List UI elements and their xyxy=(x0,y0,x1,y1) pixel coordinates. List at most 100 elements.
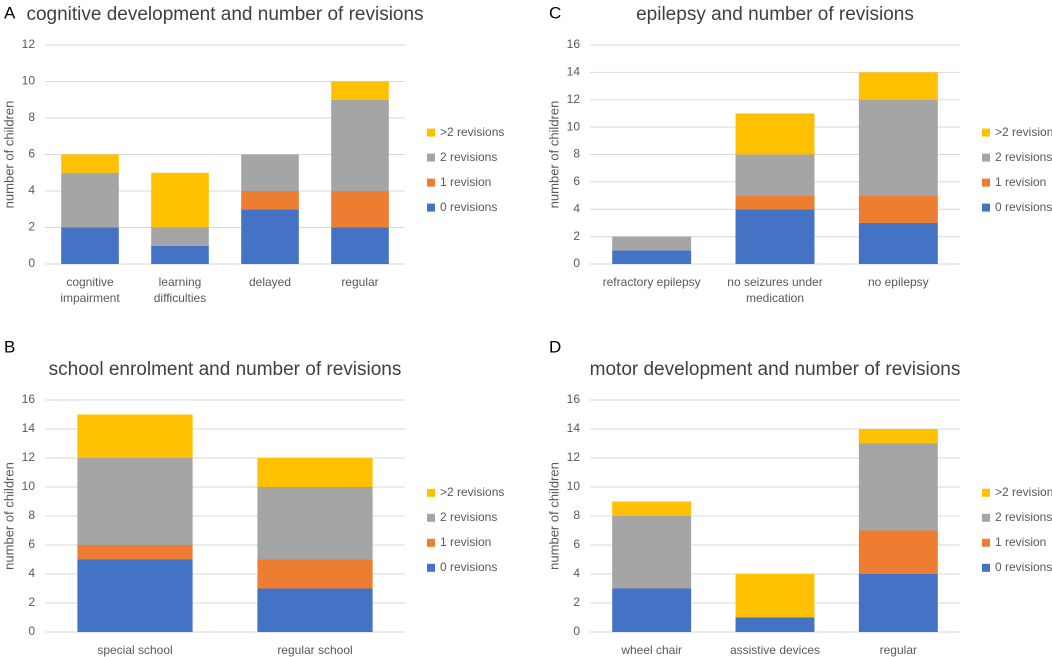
bar-segment xyxy=(858,530,938,574)
y-tick-label: 14 xyxy=(567,65,581,79)
y-tick-label: 14 xyxy=(22,421,36,435)
bar-segment xyxy=(735,574,815,618)
legend-label: >2 revisions xyxy=(995,125,1052,139)
bar-segment xyxy=(331,81,389,100)
x-tick-label: refractory epilepsy xyxy=(602,275,701,289)
bar-segment xyxy=(331,99,389,191)
y-tick-label: 4 xyxy=(28,183,35,197)
chart-title: school enrolment and number of revisions xyxy=(49,359,402,380)
bar-segment xyxy=(858,72,938,100)
bar-segment xyxy=(612,250,692,264)
y-tick-label: 10 xyxy=(22,479,36,493)
y-tick-label: 0 xyxy=(28,256,35,270)
y-tick-label: 8 xyxy=(28,110,35,124)
legend-swatch xyxy=(427,488,435,497)
x-tick-label: regular xyxy=(879,643,917,657)
y-axis-label: number of children xyxy=(1,101,16,209)
legend-label: 0 revisions xyxy=(440,560,497,574)
x-tick-label: assistive devices xyxy=(729,643,821,657)
y-tick-label: 2 xyxy=(573,595,580,609)
legend-label: 0 revisions xyxy=(995,560,1052,574)
x-tick-label: no seizures under medication xyxy=(727,275,823,305)
y-tick-label: 8 xyxy=(573,508,580,522)
y-tick-label: 16 xyxy=(22,392,36,406)
y-tick-label: 8 xyxy=(573,147,580,161)
y-tick-label: 12 xyxy=(567,450,581,464)
legend-swatch xyxy=(427,538,435,547)
y-tick-label: 12 xyxy=(567,92,581,106)
legend-swatch xyxy=(982,538,990,547)
y-tick-label: 2 xyxy=(573,229,580,243)
y-axis-label: number of children xyxy=(546,101,561,209)
legend-swatch xyxy=(982,513,990,522)
legend-swatch xyxy=(427,128,435,137)
legend-label: >2 revisions xyxy=(440,485,504,499)
bar-segment xyxy=(241,154,299,191)
y-tick-label: 10 xyxy=(567,119,581,133)
bar-segment xyxy=(735,195,815,210)
x-tick-label: regular school xyxy=(277,643,353,657)
legend-swatch xyxy=(982,488,990,497)
legend-label: >2 revisions xyxy=(440,125,504,139)
chart-title: cognitive development and number of revi… xyxy=(26,4,423,25)
y-tick-label: 4 xyxy=(573,201,580,215)
bar-segment xyxy=(151,245,209,264)
y-tick-label: 16 xyxy=(567,392,581,406)
y-axis-label: number of children xyxy=(1,462,16,570)
bar-segment xyxy=(858,429,938,444)
legend-label: 0 revisions xyxy=(440,200,497,214)
legend-label: 1 revision xyxy=(995,535,1046,549)
legend-label: 1 revision xyxy=(995,175,1046,189)
y-tick-label: 4 xyxy=(573,566,580,580)
bar-segment xyxy=(257,588,373,632)
x-tick-label: delayed xyxy=(248,275,292,289)
bar-segment xyxy=(61,227,119,264)
y-tick-label: 6 xyxy=(573,537,580,551)
legend-label: 2 revisions xyxy=(440,150,497,164)
y-tick-label: 2 xyxy=(28,595,35,609)
x-tick-label: regular xyxy=(341,275,379,289)
legend-label: 0 revisions xyxy=(995,200,1052,214)
bar-segment xyxy=(77,414,193,458)
bar-segment xyxy=(331,191,389,228)
y-tick-label: 14 xyxy=(567,421,581,435)
bar-segment xyxy=(61,154,119,173)
legend-label: 2 revisions xyxy=(995,510,1052,524)
legend-swatch xyxy=(427,203,435,212)
chart-title: motor development and number of revision… xyxy=(590,359,961,380)
y-axis-label: number of children xyxy=(546,462,561,570)
x-tick-label: cognitive impairment xyxy=(60,275,120,305)
y-tick-label: 6 xyxy=(28,147,35,161)
y-tick-label: 6 xyxy=(573,174,580,188)
x-tick-label: special school xyxy=(97,643,173,657)
y-tick-label: 12 xyxy=(22,37,36,51)
legend-label: 2 revisions xyxy=(995,150,1052,164)
legend-swatch xyxy=(427,153,435,162)
bar-segment xyxy=(241,191,299,210)
x-tick-label: learning difficulties xyxy=(153,275,207,305)
bar-segment xyxy=(612,588,692,632)
bar-segment xyxy=(61,172,119,228)
legend-swatch xyxy=(982,178,990,187)
bar-segment xyxy=(612,236,692,251)
bar-segment xyxy=(151,227,209,246)
bar-segment xyxy=(735,209,815,264)
legend-swatch xyxy=(427,563,435,572)
y-tick-label: 4 xyxy=(28,566,35,580)
legend-label: >2 revisions xyxy=(995,485,1052,499)
bar-segment xyxy=(858,443,938,531)
bar-segment xyxy=(612,501,692,516)
legend-label: 2 revisions xyxy=(440,510,497,524)
bar-segment xyxy=(858,99,938,196)
bar-segment xyxy=(735,154,815,196)
y-tick-label: 8 xyxy=(28,508,35,522)
chart-title: epilepsy and number of revisions xyxy=(636,4,914,25)
y-tick-label: 10 xyxy=(567,479,581,493)
x-tick-label: wheel chair xyxy=(621,643,683,657)
bar-segment xyxy=(77,545,193,560)
bar-segment xyxy=(257,487,373,560)
panel-letter: A xyxy=(4,3,16,22)
bar-segment xyxy=(735,113,815,155)
bar-segment xyxy=(77,458,193,545)
